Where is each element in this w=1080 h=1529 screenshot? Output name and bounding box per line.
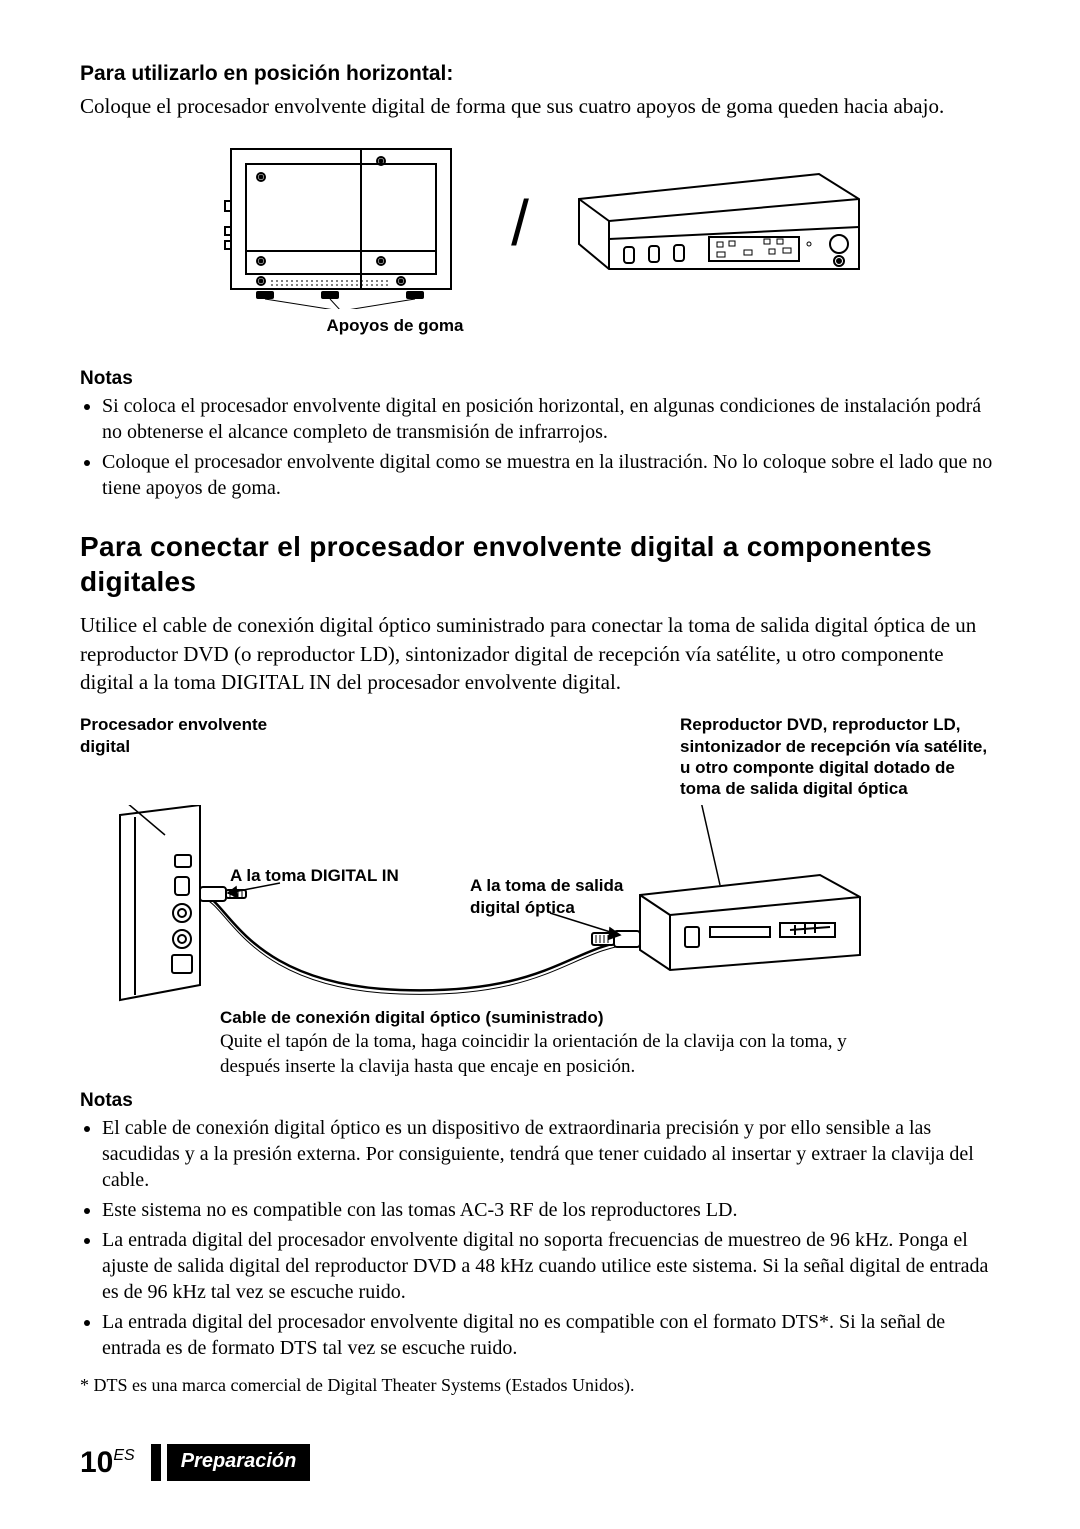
list-item: La entrada digital del procesador envolv… bbox=[102, 1309, 1000, 1361]
list-item: La entrada digital del procesador envolv… bbox=[102, 1227, 1000, 1305]
figure-caption-feet: Apoyos de goma bbox=[0, 315, 1000, 338]
page-footer: 10ES Preparación bbox=[80, 1443, 310, 1484]
figure-row-horizontal: / bbox=[80, 139, 1000, 309]
connection-cable-sub: Quite el tapón de la toma, haga coincidi… bbox=[220, 1030, 860, 1079]
notes2-list: El cable de conexión digital óptico es u… bbox=[80, 1115, 1000, 1361]
connection-right-label: Reproductor DVD, reproductor LD, sintoni… bbox=[680, 714, 1000, 799]
connection-diagram: Procesador envolvente digital Reproducto… bbox=[80, 714, 1000, 1079]
figure-device-front bbox=[569, 149, 869, 299]
footnote-dts: * DTS es una marca comercial de Digital … bbox=[80, 1373, 1000, 1397]
footer-accent bbox=[151, 1444, 161, 1481]
section2-title: Para conectar el procesador envolvente d… bbox=[80, 529, 1000, 599]
list-item: El cable de conexión digital óptico es u… bbox=[102, 1115, 1000, 1193]
list-item: Coloque el procesador envolvente digital… bbox=[102, 449, 1000, 501]
page-number-value: 10 bbox=[80, 1446, 113, 1479]
section1-paragraph: Coloque el procesador envolvente digital… bbox=[80, 92, 1000, 120]
connection-jack-out-label: A la toma de salida digital óptica bbox=[470, 875, 660, 918]
connection-left-label: Procesador envolvente digital bbox=[80, 714, 310, 757]
page-number: 10ES bbox=[80, 1443, 135, 1484]
section2-paragraph: Utilice el cable de conexión digital ópt… bbox=[80, 611, 1000, 696]
footer-section: Preparación bbox=[167, 1444, 311, 1481]
section1-subheading: Para utilizarlo en posición horizontal: bbox=[80, 60, 1000, 88]
connection-cable-label: Cable de conexión digital óptico (sumini… bbox=[220, 1007, 1000, 1030]
figure-device-rear bbox=[211, 139, 471, 309]
list-item: Si coloca el procesador envolvente digit… bbox=[102, 393, 1000, 445]
notes1-heading: Notas bbox=[80, 366, 1000, 392]
list-item: Este sistema no es compatible con las to… bbox=[102, 1197, 1000, 1223]
notes2-heading: Notas bbox=[80, 1088, 1000, 1114]
figure-slash: / bbox=[511, 180, 529, 266]
notes1-list: Si coloca el procesador envolvente digit… bbox=[80, 393, 1000, 501]
footer-chip: Preparación bbox=[151, 1444, 311, 1481]
page-number-lang: ES bbox=[113, 1447, 134, 1464]
connection-jack-in-label: A la toma DIGITAL IN bbox=[230, 865, 399, 886]
